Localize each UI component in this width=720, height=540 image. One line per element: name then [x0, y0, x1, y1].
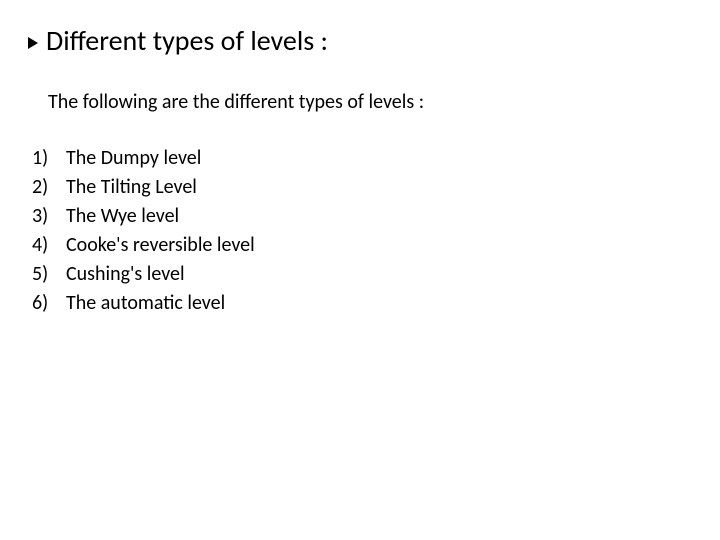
list-item-text: The Wye level — [66, 202, 692, 231]
title-row: Different types of levels : — [28, 24, 692, 58]
list-item-text: The Dumpy level — [66, 144, 692, 173]
list-item: 3) The Wye level — [32, 202, 692, 231]
list-item: 1) The Dumpy level — [32, 144, 692, 173]
list-item-text: Cushing's level — [66, 260, 692, 289]
list-item: 6) The automatic level — [32, 289, 692, 318]
list-item-text: The Tilting Level — [66, 173, 692, 202]
intro-text: The following are the different types of… — [48, 90, 692, 114]
numbered-list: 1) The Dumpy level 2) The Tilting Level … — [32, 144, 692, 318]
list-item-number: 4) — [32, 231, 66, 260]
list-item-number: 3) — [32, 202, 66, 231]
slide: Different types of levels : The followin… — [0, 0, 720, 540]
list-item: 4) Cooke's reversible level — [32, 231, 692, 260]
list-item-text: The automatic level — [66, 289, 692, 318]
list-item-number: 1) — [32, 144, 66, 173]
list-item: 2) The Tilting Level — [32, 173, 692, 202]
slide-title: Different types of levels : — [46, 24, 328, 58]
list-item-text: Cooke's reversible level — [66, 231, 692, 260]
list-item-number: 6) — [32, 289, 66, 318]
list-item: 5) Cushing's level — [32, 260, 692, 289]
list-item-number: 5) — [32, 260, 66, 289]
chevron-right-icon — [28, 37, 38, 49]
list-item-number: 2) — [32, 173, 66, 202]
